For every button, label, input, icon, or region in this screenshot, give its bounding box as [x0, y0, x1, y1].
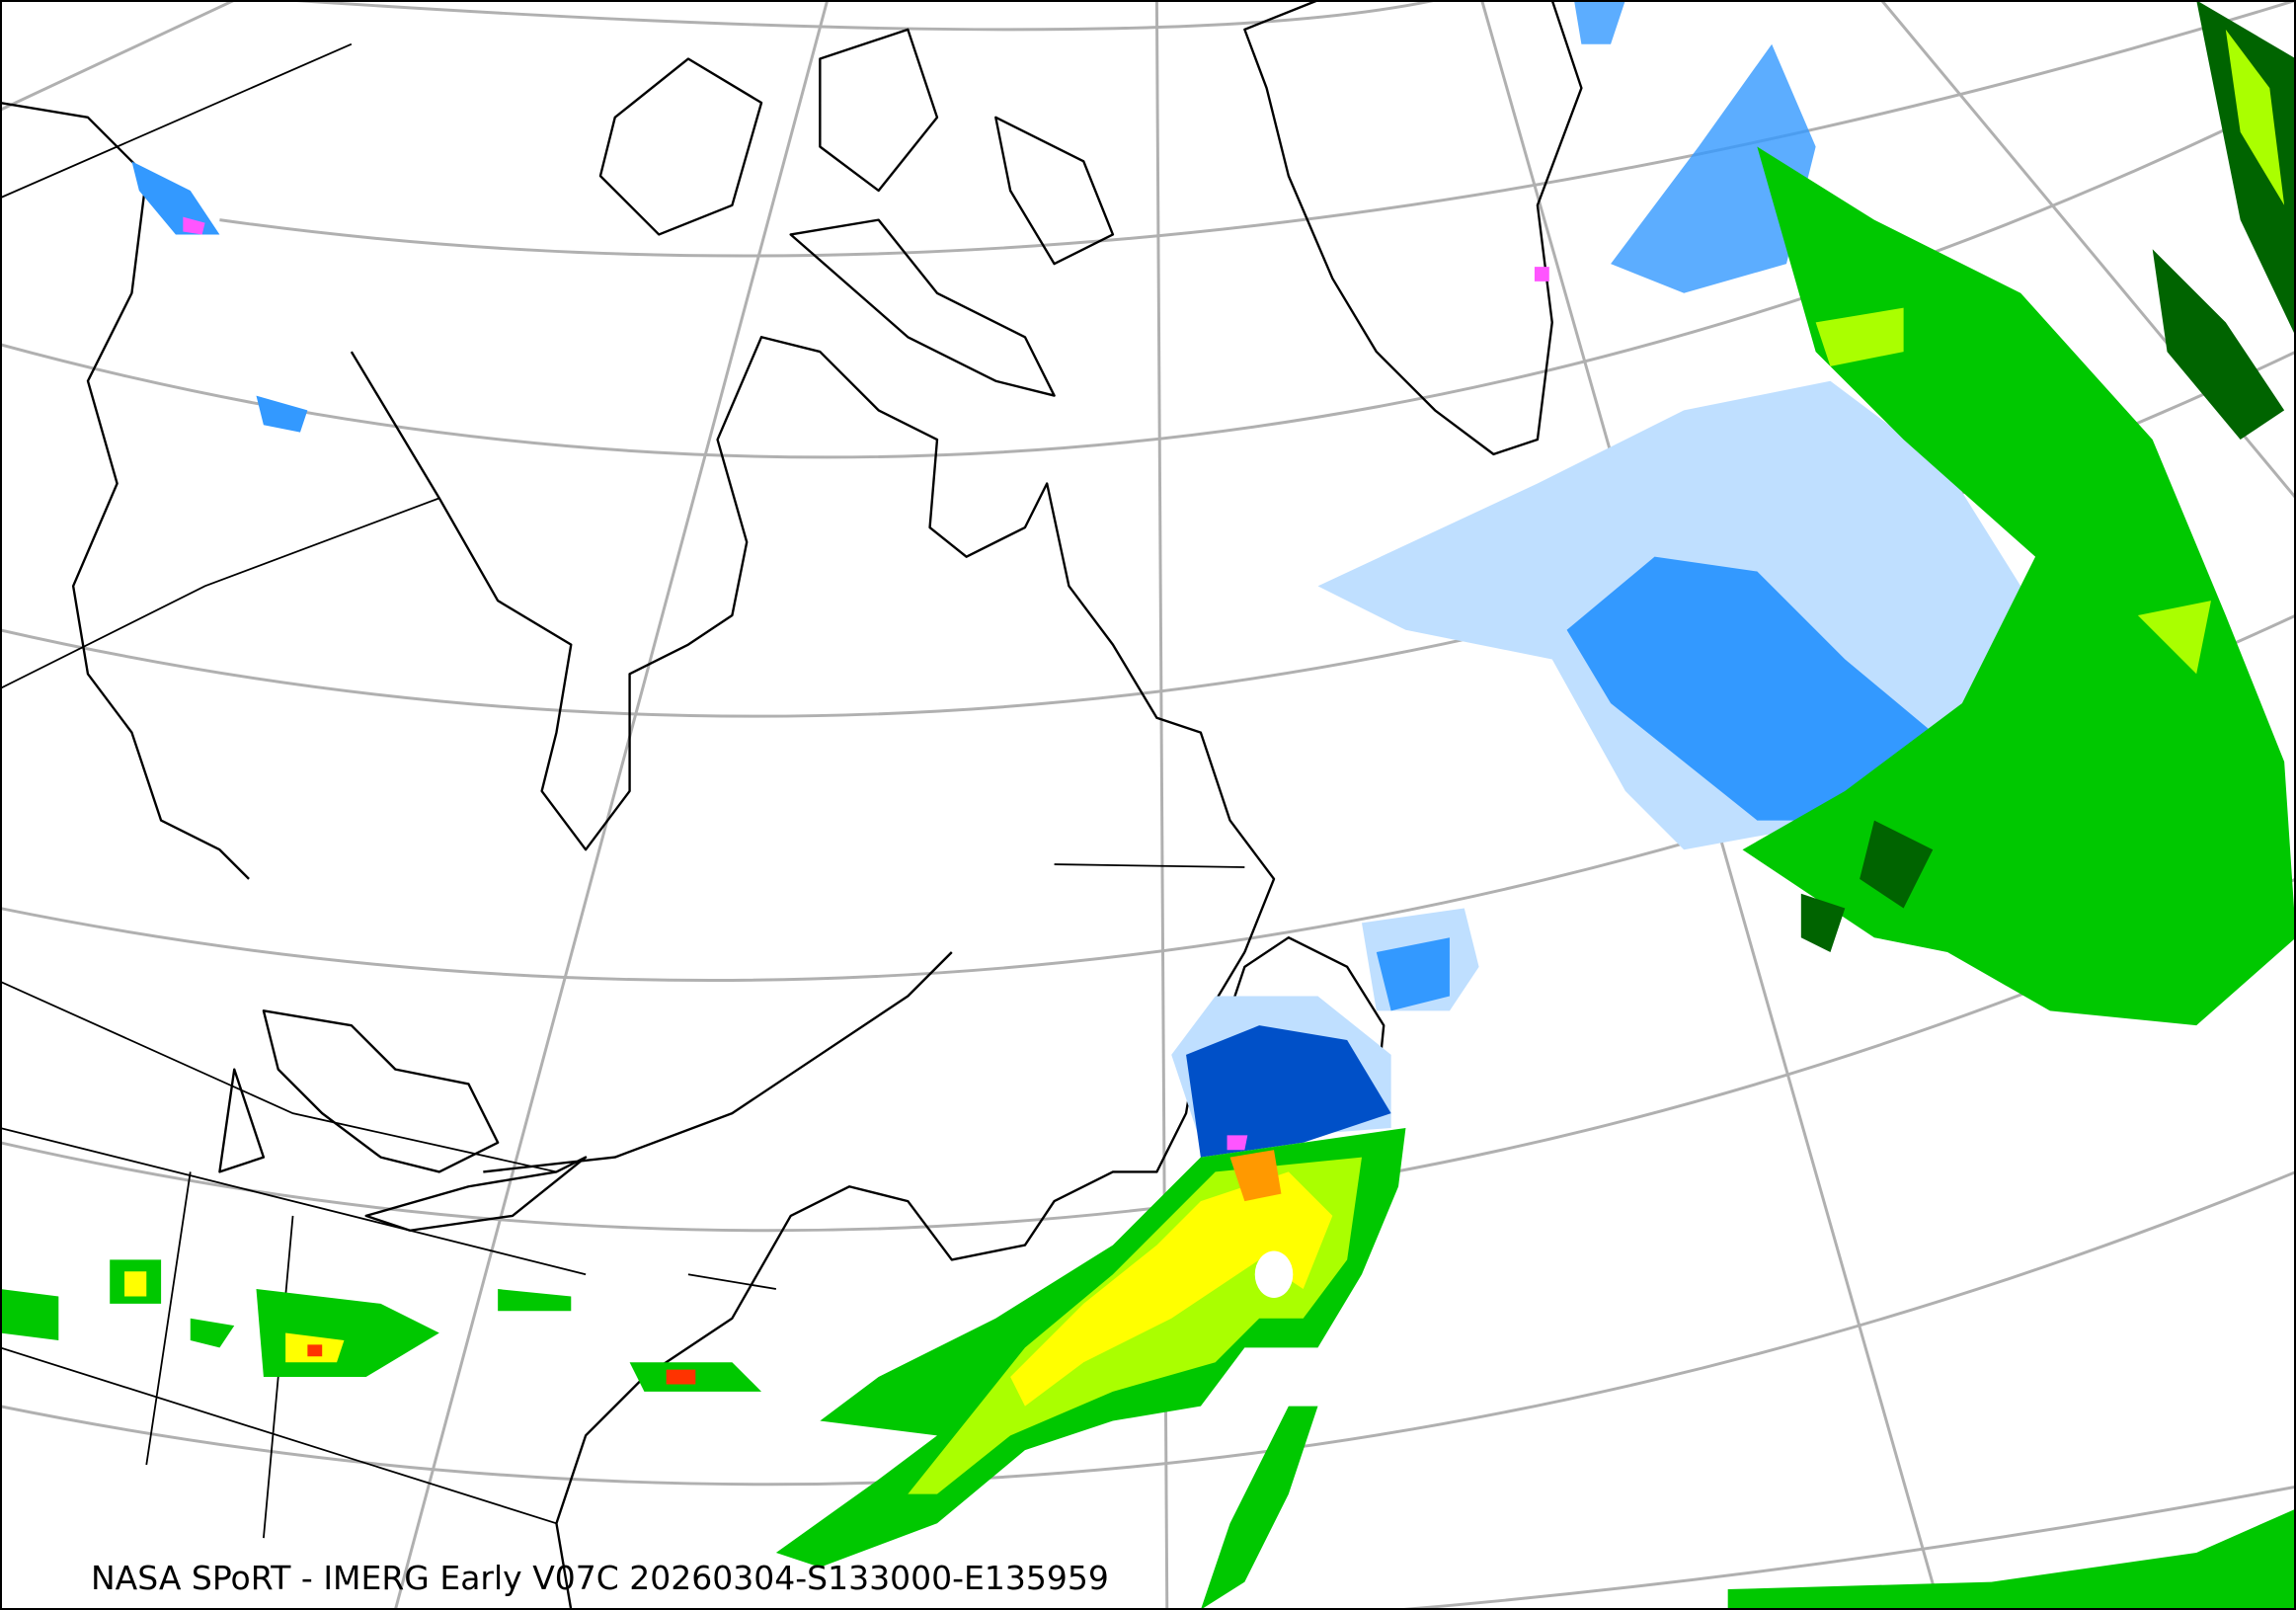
precip-blue-area	[1573, 0, 1816, 293]
latitude-line	[219, 1485, 2296, 1610]
precip-yellow-area	[1010, 1171, 1333, 1407]
hudson-bay-coast	[350, 336, 1276, 953]
storm-eye-clear	[1254, 1250, 1294, 1298]
latitude-line	[0, 94, 2296, 459]
longitude-line	[0, 0, 235, 112]
precip-orange-area	[1229, 1150, 1282, 1202]
greenland-coast	[1243, 0, 1583, 456]
map-caption: NASA SPoRT - IMERG Early V07C 20260304-S…	[91, 1559, 1109, 1597]
precip-green-area	[1200, 1406, 2296, 1610]
east-coast	[555, 951, 1246, 1610]
precip-blue-area	[1566, 556, 1934, 821]
precip-blue-area	[131, 161, 308, 433]
precip-blue-area	[1376, 937, 1450, 1011]
pacific-coast	[0, 101, 250, 880]
precip-lime-area	[1815, 29, 2285, 675]
borders	[0, 42, 1245, 1539]
precip-yellow-area	[124, 1271, 345, 1363]
precip-green-area	[1742, 146, 2296, 1026]
arctic-islands-coast	[598, 28, 1115, 397]
political-border	[0, 42, 1245, 1539]
latitude-line	[219, 0, 2296, 258]
precip-dark-blue-area	[1186, 1025, 1391, 1158]
latitude-line	[292, 0, 1436, 32]
coastlines	[0, 0, 1583, 1610]
precip-magenta-area	[1227, 1135, 1248, 1151]
longitude-line	[393, 0, 830, 1610]
precip-magenta-area	[183, 216, 1549, 282]
precip-green-area	[0, 1259, 762, 1392]
great-lakes-coast	[218, 951, 953, 1232]
latitude-line	[0, 1170, 2296, 1487]
